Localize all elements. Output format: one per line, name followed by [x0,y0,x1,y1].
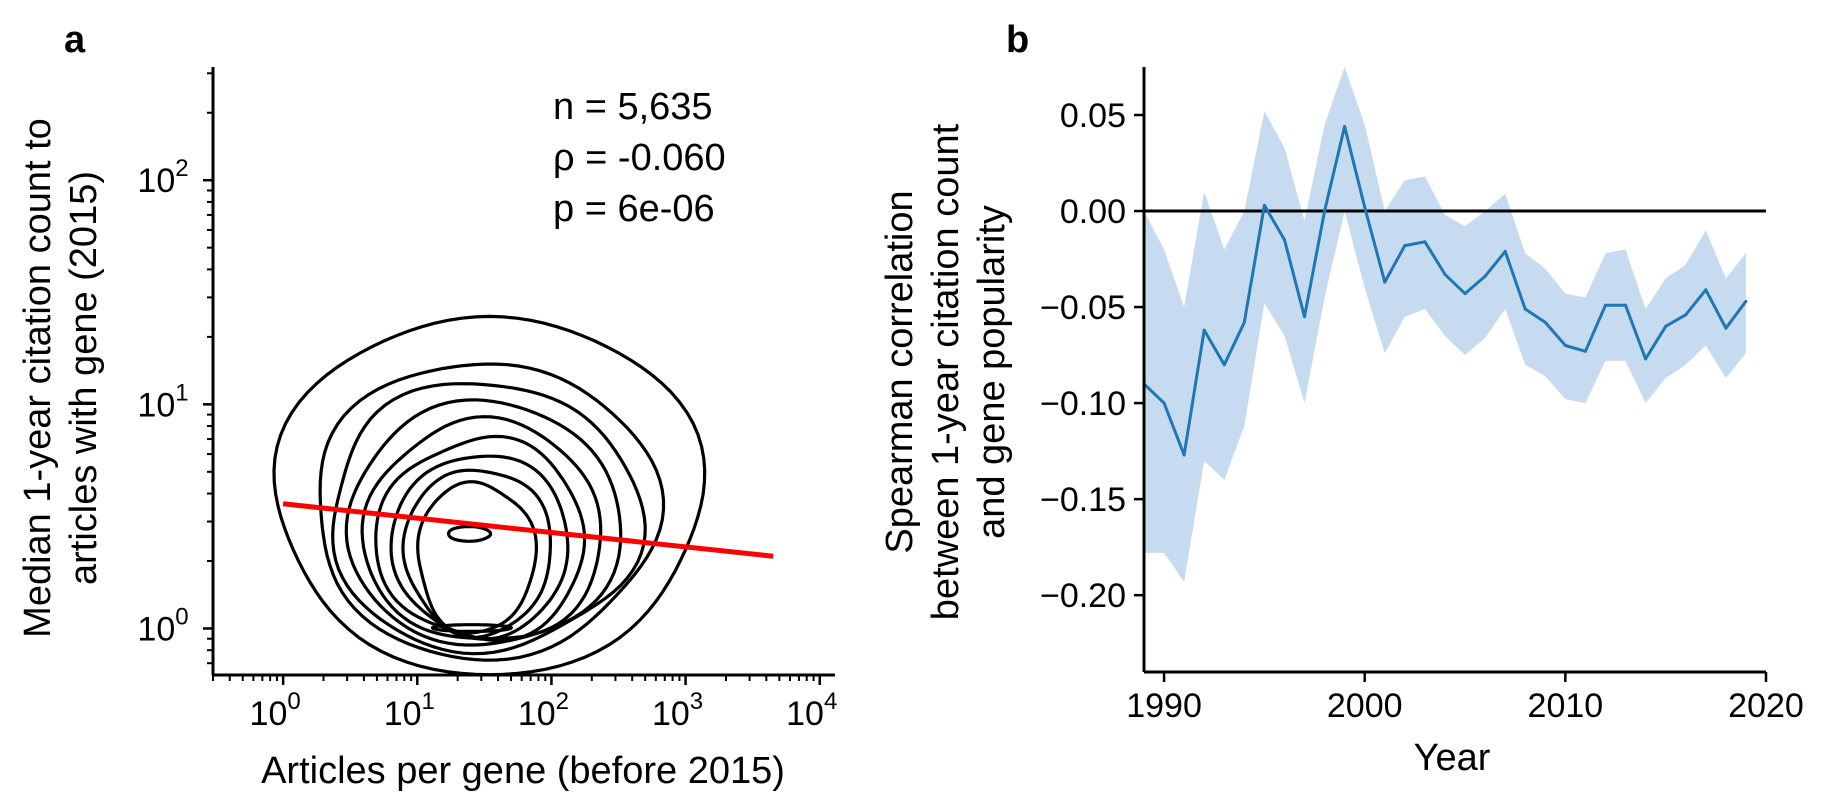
contour-level [331,382,647,656]
panel-a-y-axis-title-line-2: articles with gene (2015) [63,171,105,585]
data-point [1403,244,1407,248]
contour-inner-lobe [447,525,493,543]
regression-line [282,501,774,559]
panel-a-x-axis-title: Articles per gene (before 2015) [261,750,785,792]
data-point [1383,280,1387,284]
panel-a-letter: a [64,19,86,61]
y-tick-label: 0.00 [1060,193,1126,231]
stat-rho: ρ = -0.060 [553,137,726,179]
x-tick-exponent: 4 [824,688,837,715]
panel-a-y-axis-title-line-1: Median 1-year citation count to [17,118,59,638]
y-tick-label: 102 [137,155,188,200]
y-tick-exponent: 1 [175,379,188,406]
data-point [1463,292,1467,296]
x-tick-label: 2010 [1528,687,1604,725]
confidence-band [1144,67,1746,582]
y-tick-label: 101 [137,379,188,424]
data-point [1303,315,1307,319]
data-point [1563,343,1567,347]
data-point [1323,209,1327,213]
y-tick-label: −0.05 [1040,289,1126,327]
panel-b-y-axis-title-line-2: between 1-year citation count [925,123,967,620]
panel-a-y-axis-title: Median 1-year citation count to articles… [17,118,105,638]
x-tick-label: 103 [652,688,703,733]
data-point [1483,274,1487,278]
panel-b: b 1990 2000 2010 2020 0.05 0.00 −0.05 −0.10 −0.1… [879,19,1804,779]
y-tick-label: −0.10 [1040,385,1126,423]
y-tick-exponent: 2 [175,155,188,182]
panel-b-y-axis-title-line-1: Spearman correlation [879,190,921,553]
data-point [1744,299,1748,303]
x-tick-label: 2020 [1728,687,1804,725]
data-point [1644,357,1648,361]
data-point [1202,328,1206,332]
data-point [1603,303,1607,307]
data-point [1704,288,1708,292]
panel-b-y-axis-title-line-3: and gene popularity [971,205,1013,539]
data-point [1523,307,1527,311]
data-point [1543,320,1547,324]
stat-n: n = 5,635 [553,86,713,128]
x-tick-exponent: 2 [556,688,569,715]
data-point [1624,303,1628,307]
panel-b-y-axis-title: Spearman correlation between 1-year cita… [879,123,1013,620]
x-tick-label: 2000 [1327,687,1403,725]
data-point [1423,240,1427,244]
data-point [1363,205,1367,209]
y-tick-label: −0.20 [1040,577,1126,615]
x-tick-exponent: 1 [422,688,435,715]
x-tick-label: 102 [518,688,569,733]
stat-p: p = 6e-06 [553,188,715,230]
contour-inner-lobe [430,623,514,633]
x-tick-exponent: 0 [287,688,300,715]
y-tick-label: 0.05 [1060,97,1126,135]
data-point [1583,349,1587,353]
data-point [1222,363,1226,367]
data-point [1724,326,1728,330]
panel-b-letter: b [1006,19,1029,61]
data-point [1282,238,1286,242]
data-point [1182,453,1186,457]
x-tick-label: 104 [786,688,837,733]
data-point [1443,272,1447,276]
contour-level [389,454,570,641]
x-tick-label: 1990 [1126,687,1202,725]
data-point [1242,320,1246,324]
data-point [1503,249,1507,253]
panel-a-stats: n = 5,635 ρ = -0.060 p = 6e-06 [553,86,726,230]
data-point [1684,313,1688,317]
data-point [1262,203,1266,207]
data-point [1664,324,1668,328]
y-tick-exponent: 0 [175,603,188,630]
contour-level [416,480,539,635]
x-tick-exponent: 3 [690,688,703,715]
contour-level [272,314,707,677]
y-tick-label: −0.15 [1040,481,1126,519]
panel-b-axes: 1990 2000 2010 2020 0.05 0.00 −0.05 −0.10 −0.15 −… [1040,67,1804,725]
data-point [1162,401,1166,405]
contour-level [360,415,603,641]
contour-level [374,434,587,643]
contour-level [401,468,552,640]
data-point [1343,125,1347,129]
panel-b-x-axis-title: Year [1414,737,1491,779]
